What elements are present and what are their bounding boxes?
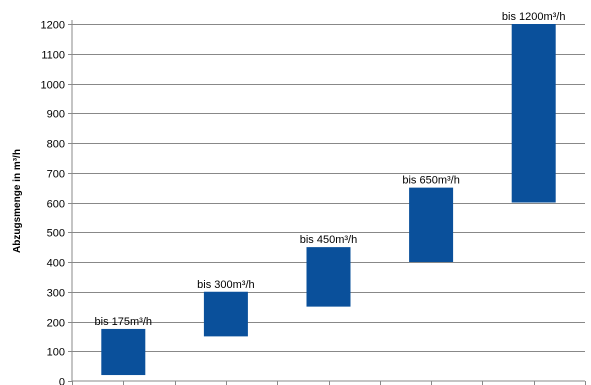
y-tick-label-0: 0 (59, 377, 65, 385)
bar-label-4: bis 650m³/h (402, 175, 459, 187)
y-tick-label-700: 700 (47, 169, 65, 181)
bar-1 (101, 328, 146, 376)
y-tick-label-400: 400 (47, 258, 65, 270)
y-tick-label-300: 300 (47, 288, 65, 300)
y-tick-label-100: 100 (47, 347, 65, 359)
x-axis-ticks (72, 381, 586, 385)
bar-label-1: bis 175m³/h (95, 316, 152, 328)
y-tick-label-500: 500 (47, 228, 65, 240)
bar-3 (306, 247, 351, 307)
bar-2 (203, 291, 248, 337)
bar-4 (409, 187, 454, 262)
y-axis-title: Abzugsmenge in m³/h (12, 149, 23, 253)
bar-labels: bis 175m³/h bis 300m³/h bis 450m³/h bis 650… (95, 11, 566, 328)
y-tick-label-600: 600 (47, 199, 65, 211)
bar-5 (511, 24, 556, 203)
y-tick-label-1200: 1200 (41, 20, 65, 32)
y-tick-label-1100: 1100 (41, 50, 65, 62)
bar-label-3: bis 450m³/h (300, 234, 357, 246)
gridlines (72, 24, 585, 352)
y-tick-label-800: 800 (47, 139, 65, 151)
y-tick-label-200: 200 (47, 318, 65, 330)
y-tick-label-1000: 1000 (41, 80, 65, 92)
bar-label-2: bis 300m³/h (197, 279, 254, 291)
bar-label-5: bis 1200m³/h (502, 11, 566, 23)
bars (101, 24, 556, 376)
y-axis-ticks: 0 100 200 300 400 500 600 700 800 900 1000 1100 1200 (41, 20, 72, 385)
y-tick-label-900: 900 (47, 109, 65, 121)
